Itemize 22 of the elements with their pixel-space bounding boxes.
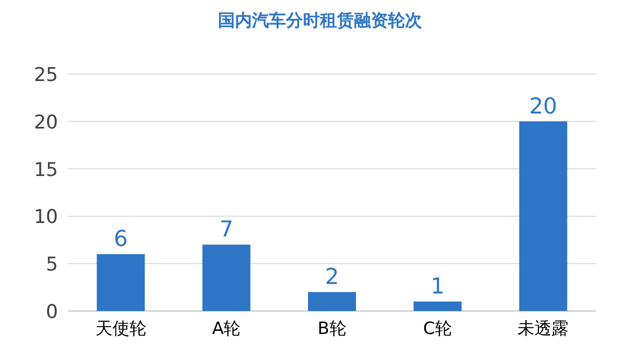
bar [414, 302, 462, 311]
y-tick-label: 20 [34, 111, 58, 134]
bar [96, 254, 145, 311]
data-label: 6 [114, 227, 128, 252]
bar [202, 244, 250, 311]
bar [519, 121, 568, 311]
x-tick-label: 天使轮 [95, 319, 146, 339]
chart-title: 国内汽车分时租赁融资轮次 [218, 11, 423, 31]
y-tick-label: 10 [34, 206, 58, 228]
data-label: 7 [219, 218, 234, 243]
x-tick-label: C轮 [423, 319, 452, 339]
y-tick-label: 5 [46, 254, 58, 276]
y-tick-label: 25 [34, 64, 58, 86]
x-tick-label: 未透露 [518, 319, 569, 339]
x-tick-label: A轮 [212, 319, 241, 339]
data-label: 20 [529, 94, 558, 120]
bar [308, 292, 356, 311]
y-tick-label: 0 [46, 301, 58, 323]
y-tick-label: 15 [34, 158, 58, 181]
data-label: 1 [430, 274, 445, 300]
x-tick-label: B轮 [318, 319, 346, 339]
data-label: 2 [325, 265, 339, 290]
